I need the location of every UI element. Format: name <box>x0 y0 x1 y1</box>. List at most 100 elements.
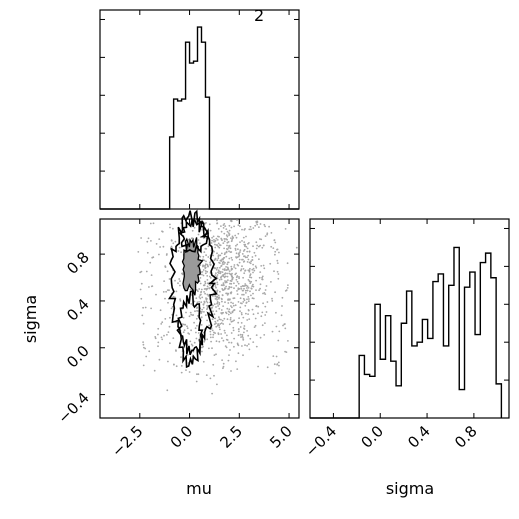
scatter-point <box>220 252 223 255</box>
scatter-point <box>214 317 217 320</box>
scatter-point <box>175 314 178 317</box>
scatter-point <box>230 341 233 344</box>
scatter-point <box>216 277 219 280</box>
scatter-point <box>248 242 250 244</box>
scatter-point <box>231 239 234 241</box>
scatter-point <box>202 303 205 306</box>
scatter-point <box>284 350 286 353</box>
scatter-point <box>202 269 205 271</box>
scatter-point <box>230 237 232 240</box>
scatter-point <box>228 257 231 260</box>
scatter-point <box>198 288 201 290</box>
scatter-point <box>159 246 162 248</box>
scatter-point <box>242 316 245 319</box>
scatter-point <box>226 241 229 244</box>
sigma-histogram-frame <box>309 218 510 419</box>
scatter-point <box>214 298 217 300</box>
scatter-point <box>246 247 249 250</box>
scatter-point <box>154 337 157 340</box>
scatter-point <box>252 263 255 266</box>
scatter-point <box>217 269 220 272</box>
scatter-point <box>236 219 238 221</box>
scatter-point <box>188 315 191 318</box>
scatter-point <box>169 316 171 319</box>
scatter-point <box>220 230 223 233</box>
scatter-point <box>214 285 217 287</box>
scatter-point <box>214 267 217 270</box>
scatter-point <box>186 354 189 356</box>
scatter-point <box>277 361 280 364</box>
scatter-point <box>263 267 266 270</box>
scatter-point <box>235 284 238 287</box>
scatter-point <box>235 244 237 247</box>
scatter-point <box>243 325 246 327</box>
scatter-point <box>172 337 175 339</box>
scatter-point <box>225 266 228 268</box>
scatter-point <box>224 345 227 347</box>
scatter-point <box>228 308 231 311</box>
scatter-point <box>179 298 182 301</box>
scatter-point <box>191 344 194 347</box>
scatter-point <box>236 290 238 292</box>
scatter-point <box>175 349 177 352</box>
scatter-point <box>202 258 204 261</box>
scatter-point <box>216 302 219 305</box>
scatter-point <box>208 223 211 226</box>
scatter-point <box>215 244 218 246</box>
scatter-point <box>227 299 229 301</box>
scatter-point <box>204 264 207 267</box>
scatter-point <box>186 327 189 330</box>
scatter-point <box>235 252 238 255</box>
scatter-point <box>249 225 252 228</box>
scatter-point <box>223 240 226 243</box>
scatter-point <box>150 285 153 288</box>
scatter-point <box>203 288 206 290</box>
scatter-point <box>225 255 228 258</box>
scatter-point <box>198 255 201 258</box>
scatter-point <box>147 237 150 240</box>
scatter-point <box>184 323 187 326</box>
scatter-point <box>172 295 175 298</box>
scatter-point <box>262 302 264 305</box>
scatter-point <box>259 336 262 339</box>
scatter-point <box>248 270 251 273</box>
scatter-point <box>251 256 254 258</box>
scatter-point <box>239 297 242 300</box>
scatter-point <box>158 358 161 361</box>
scatter-point <box>266 366 269 369</box>
scatter-point <box>218 318 221 321</box>
scatter-point <box>235 360 237 363</box>
scatter-point <box>183 329 186 332</box>
scatter-point <box>218 272 220 274</box>
sigma-xtick-label: 0.8 <box>451 422 481 452</box>
scatter-point <box>227 232 230 234</box>
scatter-point <box>237 282 240 285</box>
scatter-point <box>281 305 283 307</box>
scatter-point <box>241 345 243 347</box>
scatter-point <box>230 251 233 253</box>
scatter-point <box>231 278 234 281</box>
scatter-point <box>222 365 225 368</box>
scatter-point <box>246 298 248 301</box>
scatter-point <box>144 347 147 350</box>
scatter-point <box>218 340 221 343</box>
scatter-point <box>236 342 239 345</box>
scatter-point <box>216 283 219 286</box>
scatter-point <box>166 253 168 255</box>
scatter-point <box>219 266 221 269</box>
scatter-point <box>204 222 207 225</box>
scatter-point <box>218 324 221 327</box>
scatter-point <box>190 237 193 240</box>
scatter-point <box>238 277 241 280</box>
mu-histogram-yticks <box>100 10 299 209</box>
scatter-point <box>224 261 226 264</box>
scatter-point <box>215 286 217 289</box>
scatter-point <box>270 245 273 248</box>
scatter-point <box>261 278 264 281</box>
scatter-point <box>259 238 261 240</box>
scatter-point <box>220 237 223 240</box>
contour-top <box>178 219 210 254</box>
scatter-point <box>204 270 207 272</box>
scatter-point <box>234 267 237 270</box>
scatter-point <box>206 301 209 304</box>
